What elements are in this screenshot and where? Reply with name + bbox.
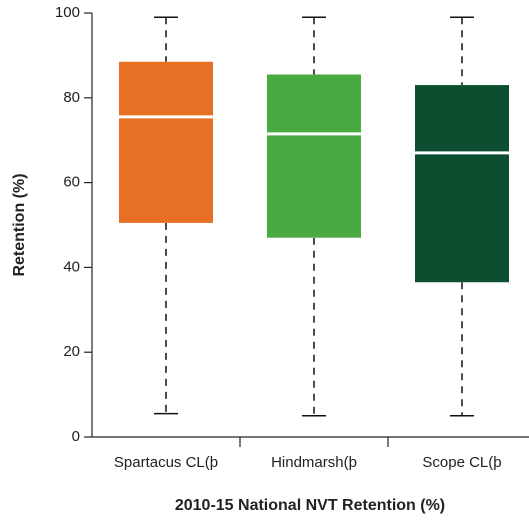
x-tick-label: Hindmarsh(þ — [271, 454, 357, 471]
y-tick-label: 100 — [55, 4, 80, 21]
x-tick-label: Spartacus CL(þ — [114, 454, 218, 471]
y-tick-label: 60 — [63, 174, 80, 191]
y-tick-label: 20 — [63, 343, 80, 360]
y-axis-label: Retention (%) — [11, 173, 28, 276]
x-tick-label: Scope CL(þ — [422, 454, 501, 471]
y-tick-label: 0 — [72, 428, 80, 445]
box — [267, 74, 361, 238]
box — [119, 61, 213, 223]
y-tick-label: 40 — [63, 258, 80, 275]
y-tick-label: 80 — [63, 89, 80, 106]
chart-title: 2010-15 National NVT Retention (%) — [175, 497, 445, 514]
box — [415, 85, 509, 283]
